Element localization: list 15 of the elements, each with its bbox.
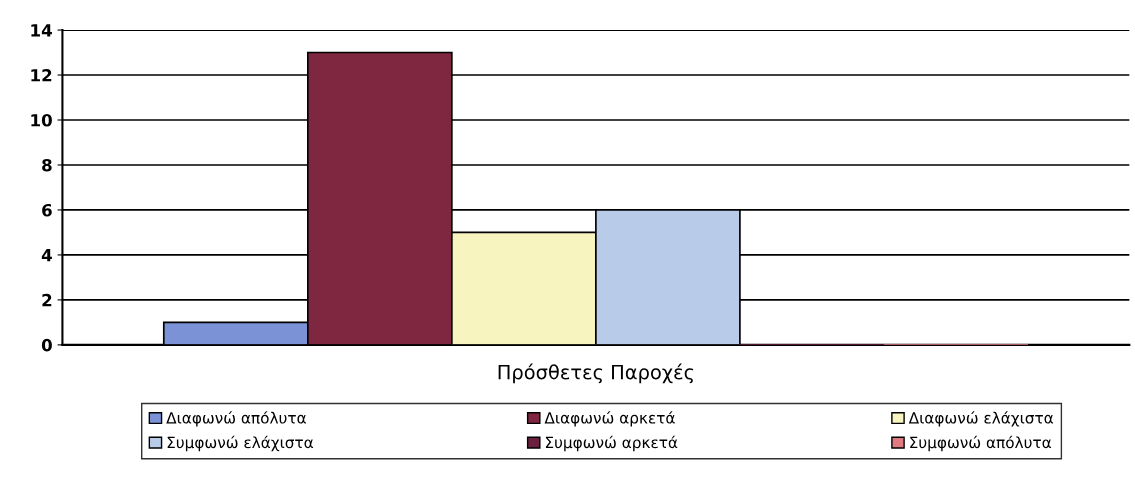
y-tick-label: 12 bbox=[31, 68, 52, 82]
legend-label: Διαφωνώ αρκετά bbox=[544, 411, 675, 427]
y-tick-label: 8 bbox=[42, 158, 52, 172]
x-axis-title: Πρόσθετες Παροχές bbox=[498, 363, 694, 384]
y-tick-label: 6 bbox=[42, 203, 52, 217]
y-tick-label: 14 bbox=[31, 24, 52, 37]
legend-label: Διαφωνώ ελάχιστα bbox=[908, 411, 1054, 427]
y-tick-label: 0 bbox=[41, 338, 52, 352]
legend-label: Συμφωνώ ελάχιστα bbox=[167, 435, 313, 452]
y-tick-label: 10 bbox=[31, 113, 52, 127]
y-tick-label: 4 bbox=[41, 249, 52, 262]
legend-label: Συμφωνώ απόλυτα bbox=[910, 435, 1051, 452]
legend-label: Διαφωνώ απόλυτα bbox=[166, 411, 306, 427]
legend-label: Συμφωνώ αρκετά bbox=[545, 435, 678, 452]
y-tick-label: 2 bbox=[42, 293, 52, 307]
